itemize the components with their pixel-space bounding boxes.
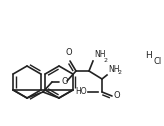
Text: O: O bbox=[61, 77, 68, 87]
Text: H: H bbox=[145, 51, 151, 59]
Text: HO: HO bbox=[75, 87, 87, 97]
Text: 2: 2 bbox=[117, 71, 121, 75]
Text: O: O bbox=[114, 91, 121, 101]
Text: NH: NH bbox=[108, 65, 120, 74]
Text: O: O bbox=[66, 48, 72, 57]
Text: Cl: Cl bbox=[153, 57, 161, 67]
Text: 2: 2 bbox=[103, 57, 107, 62]
Text: NH: NH bbox=[94, 50, 105, 59]
